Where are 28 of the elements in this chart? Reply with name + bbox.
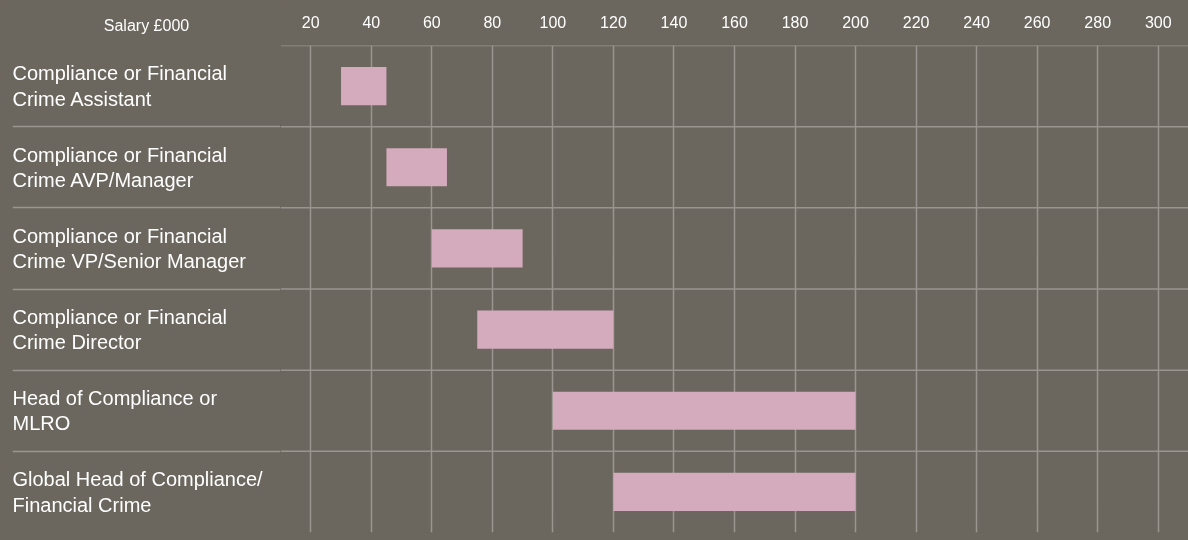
x-tick-label: 160 [721, 13, 748, 31]
x-tick-label: 20 [301, 13, 320, 31]
bar [552, 391, 856, 430]
x-tick-label: 140 [660, 13, 688, 31]
bar [431, 229, 523, 268]
bar [613, 472, 856, 511]
x-tick-label: 60 [422, 13, 441, 31]
y-tick-label: Head of Compliance or MLRO [12, 387, 218, 435]
y-tick-label: Compliance or Financial Crime Assistant [12, 62, 228, 110]
y-tick-label: Compliance or Financial Crime Director [12, 305, 228, 354]
x-axis-title: Salary £000 [103, 16, 190, 34]
x-tick-label: 240 [963, 13, 991, 31]
x-tick-label: 120 [600, 13, 627, 31]
x-tick-label: 220 [902, 13, 930, 31]
x-tick-label: 200 [842, 13, 870, 31]
x-tick-label: 280 [1084, 13, 1112, 31]
y-tick-label: Compliance or Financial Crime AVP/Manager [12, 143, 228, 191]
x-tick-label: 40 [362, 13, 381, 31]
x-tick-label: 300 [1144, 13, 1172, 31]
y-tick-label: Global Head of Compliance/Financial Crime [12, 468, 264, 516]
x-tick-label: 260 [1023, 13, 1051, 31]
bar [477, 310, 614, 349]
x-tick-label: 80 [483, 13, 502, 31]
x-tick-label: 180 [781, 13, 809, 31]
y-tick-label: Compliance or Financial Crime VP/Senior Manager [12, 224, 247, 273]
x-tick-label: 100 [539, 13, 567, 31]
bar [341, 67, 387, 106]
bar [386, 148, 447, 187]
